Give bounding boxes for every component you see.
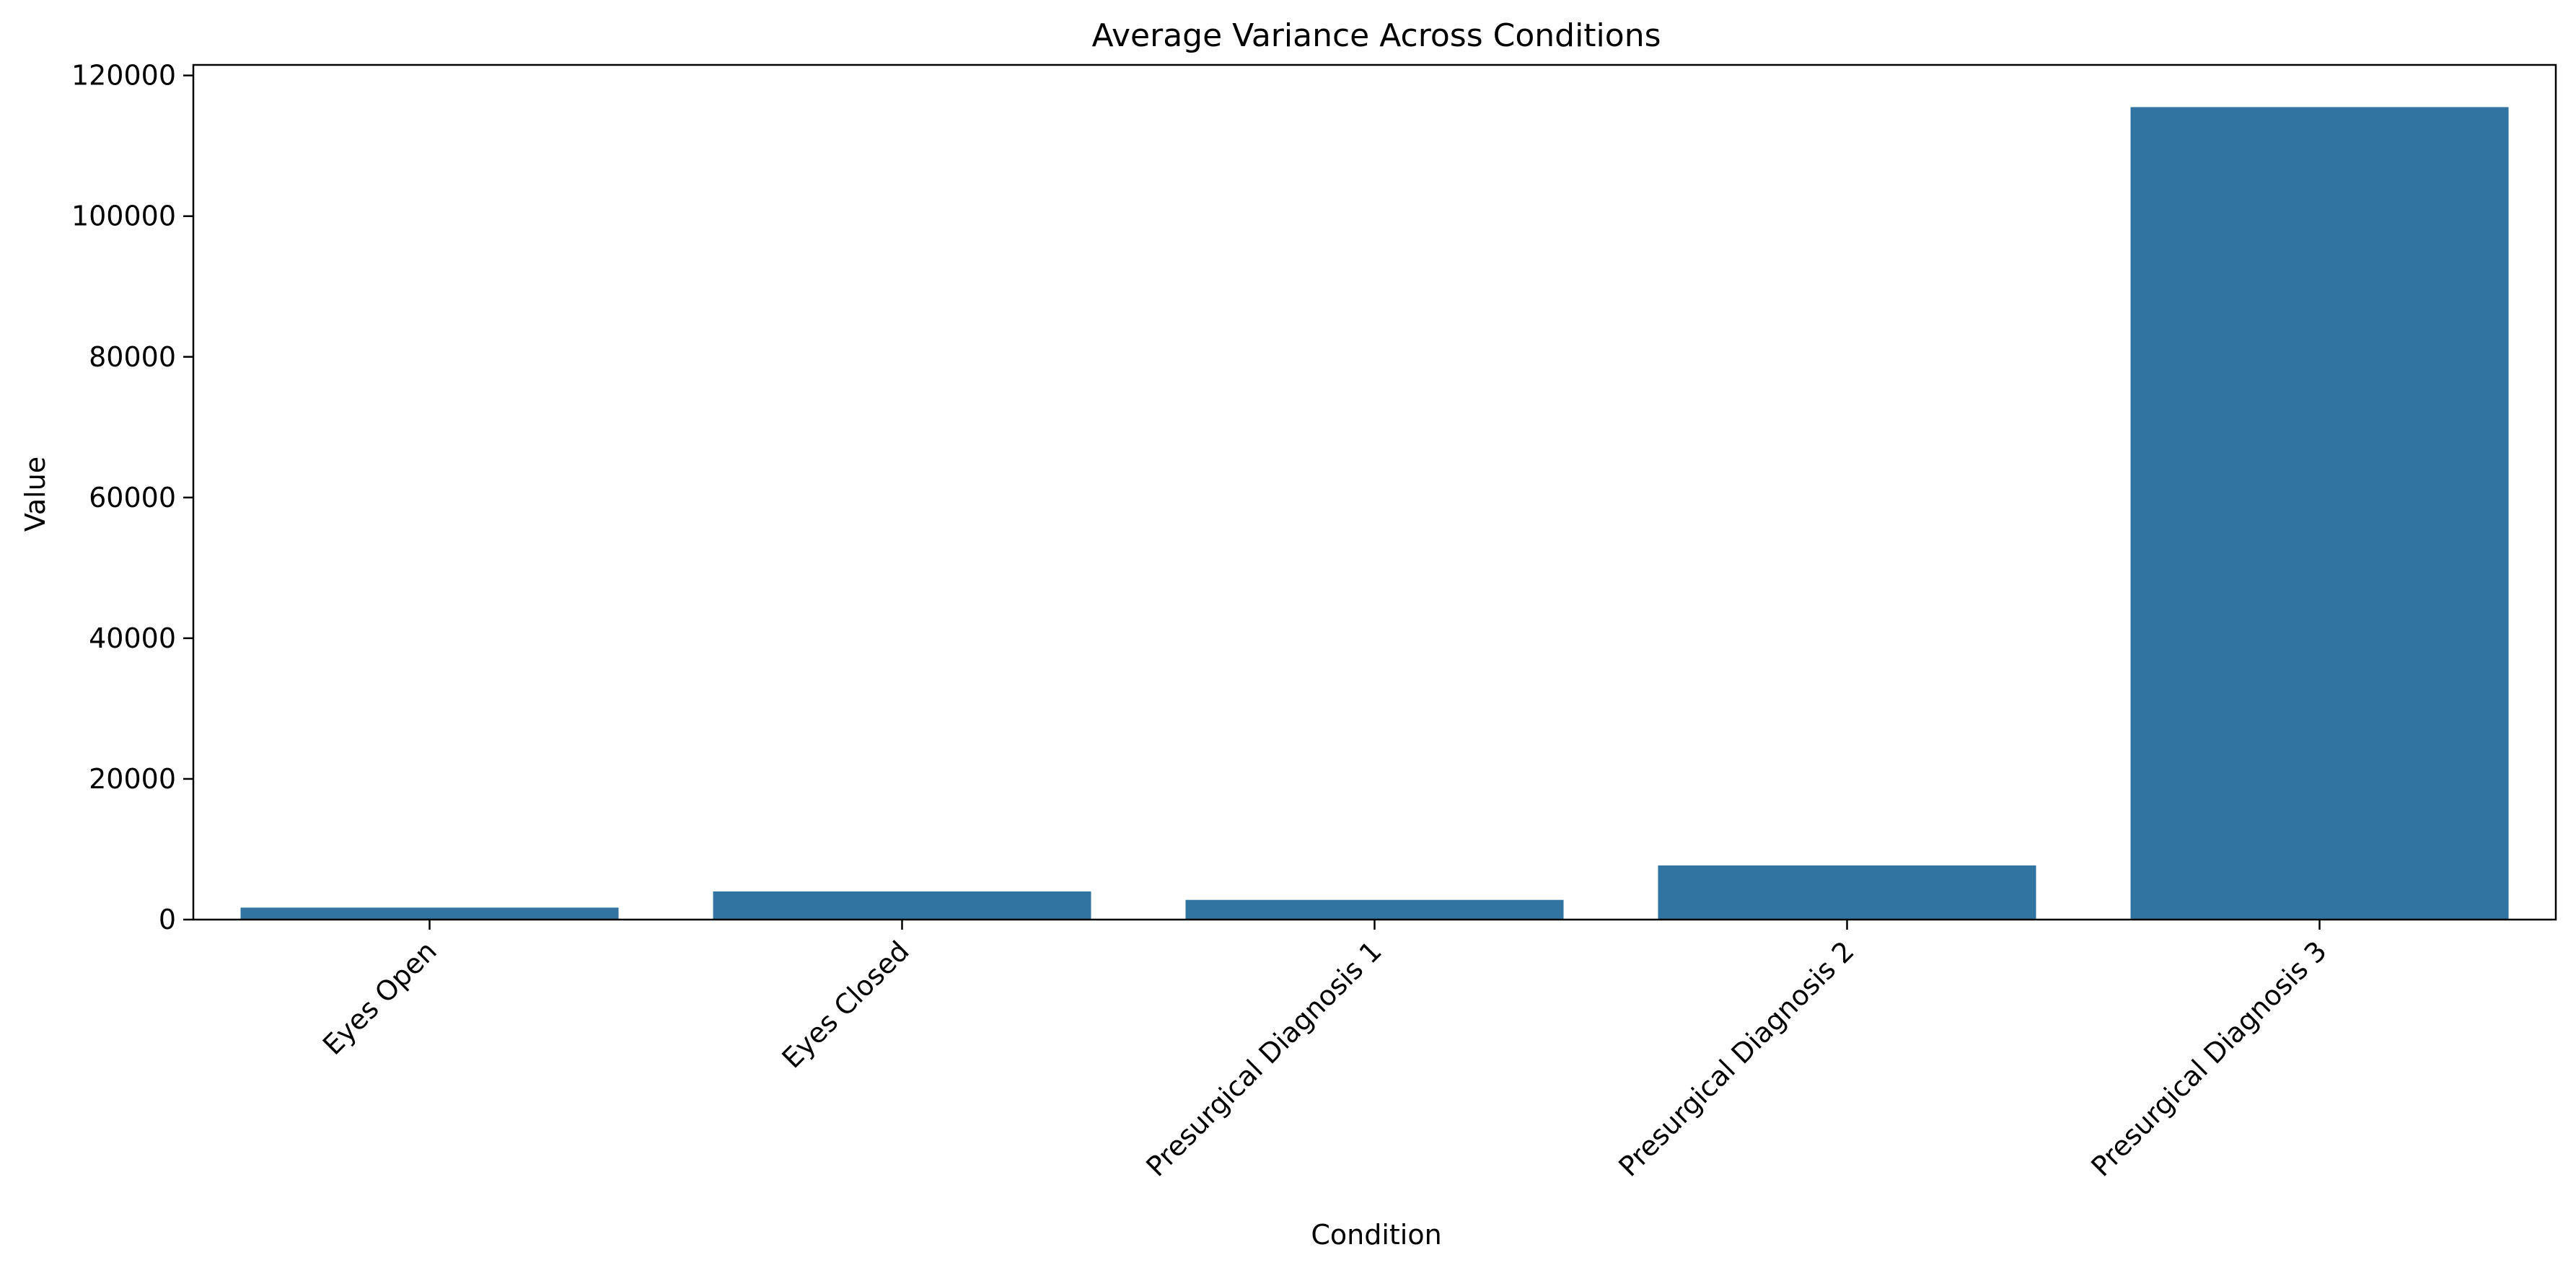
bar: [713, 891, 1091, 920]
chart-title: Average Variance Across Conditions: [1091, 17, 1661, 54]
bar: [1658, 865, 2036, 920]
y-tick-label: 0: [159, 904, 176, 935]
bar: [2130, 107, 2509, 920]
y-tick-label: 60000: [89, 482, 176, 514]
y-tick-label: 100000: [71, 201, 176, 232]
bar: [240, 907, 619, 920]
y-axis-label: Value: [19, 457, 51, 532]
y-tick-label: 40000: [89, 622, 176, 654]
x-axis-label: Condition: [1311, 1219, 1441, 1251]
axes-frame: [192, 63, 2557, 921]
y-tick-label: 80000: [89, 341, 176, 373]
bar: [1185, 899, 1564, 920]
y-tick-label: 20000: [89, 763, 176, 795]
y-tick-label: 120000: [71, 60, 176, 92]
